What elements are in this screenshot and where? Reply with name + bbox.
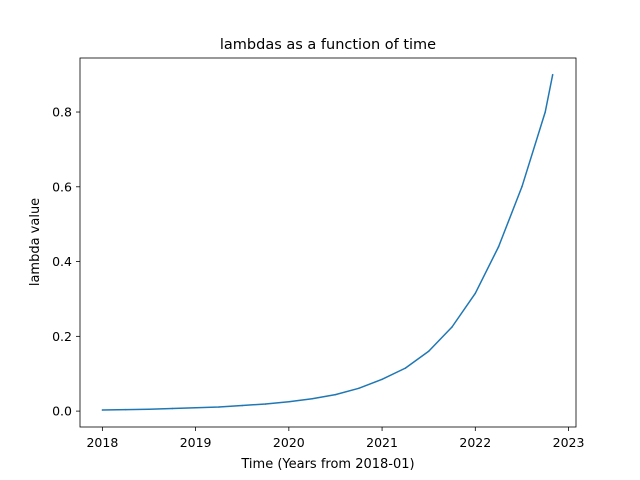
y-tick-label: 0.8 (52, 105, 72, 120)
data-point (451, 326, 453, 328)
y-tick-label: 0.6 (52, 179, 72, 194)
data-point (334, 393, 337, 396)
data-point (288, 401, 290, 403)
data-point (497, 245, 500, 248)
x-tick-label: 2018 (86, 435, 118, 450)
plot-area (101, 73, 554, 411)
y-tick-label: 0.2 (52, 329, 72, 344)
chart-title: lambdas as a function of time (220, 37, 436, 53)
data-point (404, 367, 407, 369)
y-axis-label: lambda value (28, 198, 43, 286)
x-tick-label: 2023 (553, 435, 585, 450)
data-point (148, 408, 150, 410)
x-tick-label: 2021 (366, 435, 398, 450)
x-tick-label: 2022 (459, 435, 491, 450)
data-point (218, 406, 220, 408)
data-point (427, 350, 430, 353)
x-tick-label: 2019 (180, 435, 212, 450)
y-tick-label: 0.0 (52, 404, 72, 419)
data-point (544, 111, 546, 113)
data-point (241, 404, 243, 407)
data-point (551, 73, 554, 76)
data-point (521, 186, 523, 188)
data-point (101, 409, 104, 411)
data-point (311, 398, 313, 400)
data-point (171, 407, 174, 410)
data-point (194, 407, 197, 409)
x-tick-label: 2020 (273, 435, 305, 450)
data-point (474, 292, 477, 295)
x-axis-label: Time (Years from 2018-01) (240, 457, 414, 472)
axes: 2018 2019 2020 2021 2022 2023 0.0 0.2 0.4 0.6 0.8 (52, 105, 584, 450)
data-point (124, 408, 127, 411)
data-point (264, 403, 267, 405)
data-point (358, 387, 360, 390)
data-point (381, 378, 383, 381)
y-tick-label: 0.4 (52, 254, 72, 269)
axes-frame (79, 57, 577, 428)
